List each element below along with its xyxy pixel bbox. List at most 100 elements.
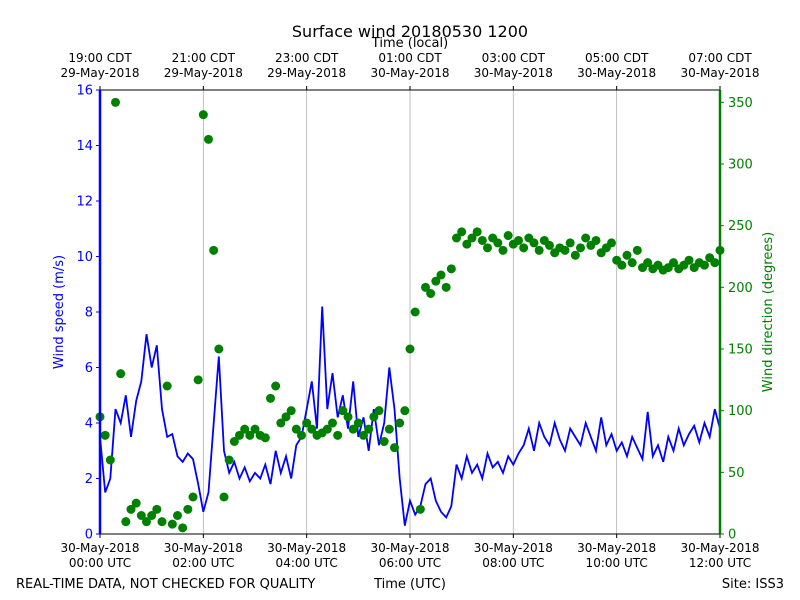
x-tick-label: 30-May-2018 10:00 UTC bbox=[577, 541, 657, 570]
wind-direction-point bbox=[581, 233, 591, 243]
x-tick-label: 30-May-2018 04:00 UTC bbox=[267, 541, 347, 570]
wind-direction-point bbox=[100, 430, 110, 440]
wind-direction-point bbox=[121, 517, 131, 527]
wind-direction-point bbox=[297, 430, 306, 440]
x2-tick-label: 21:00 CDT 29-May-2018 bbox=[163, 51, 243, 80]
wind-direction-point bbox=[560, 245, 570, 255]
wind-direction-point bbox=[415, 504, 425, 514]
wind-direction-point bbox=[359, 430, 368, 440]
wind-direction-point bbox=[348, 424, 358, 434]
wind-direction-point bbox=[245, 430, 255, 440]
wind-direction-point bbox=[483, 243, 492, 253]
y-tick-label: 8 bbox=[85, 306, 93, 321]
wind-direction-point bbox=[338, 406, 348, 416]
wind-direction-point bbox=[224, 455, 234, 465]
y-tick-label: 4 bbox=[85, 417, 93, 432]
x-tick-label: 30-May-2018 12:00 UTC bbox=[680, 541, 760, 570]
wind-direction-point bbox=[152, 504, 162, 514]
wind-direction-point bbox=[328, 418, 337, 428]
y-tick-label: 16 bbox=[76, 84, 93, 99]
wind-direction-point bbox=[162, 381, 172, 391]
wind-direction-point bbox=[126, 504, 136, 514]
wind-direction-point bbox=[369, 412, 379, 422]
wind-direction-point bbox=[436, 270, 446, 280]
wind-direction-point bbox=[405, 344, 415, 354]
wind-direction-point bbox=[607, 238, 616, 248]
wind-direction-point bbox=[173, 511, 182, 520]
wind-direction-point bbox=[204, 134, 213, 144]
x2-tick-label: 07:00 CDT 30-May-2018 bbox=[680, 51, 760, 80]
wind-direction-point bbox=[322, 424, 332, 434]
wind-direction-point bbox=[700, 260, 709, 270]
y2-tick-label: 150 bbox=[728, 343, 753, 358]
wind-direction-point bbox=[147, 511, 157, 520]
x2-tick-label: 23:00 CDT 29-May-2018 bbox=[267, 51, 347, 80]
wind-direction-point bbox=[710, 258, 720, 268]
wind-direction-point bbox=[219, 492, 229, 502]
site-note: Site: ISS3 bbox=[722, 577, 784, 592]
wind-direction-point bbox=[514, 235, 523, 245]
y2-tick-label: 350 bbox=[728, 96, 753, 111]
y-tick-label: 12 bbox=[76, 195, 93, 210]
wind-direction-point bbox=[426, 289, 436, 298]
wind-direction-point bbox=[545, 240, 554, 250]
wind-direction-point bbox=[374, 406, 384, 416]
wind-direction-point bbox=[214, 344, 224, 354]
wind-direction-point bbox=[353, 418, 363, 428]
y-tick-label: 6 bbox=[85, 361, 93, 376]
wind-direction-point bbox=[384, 424, 394, 434]
y2-tick-label: 50 bbox=[728, 466, 745, 481]
x2-tick-label: 01:00 CDT 30-May-2018 bbox=[370, 51, 450, 80]
wind-direction-point bbox=[131, 498, 141, 508]
wind-direction-point bbox=[493, 238, 503, 248]
wind-direction-point bbox=[291, 424, 301, 434]
y-tick-label: 14 bbox=[76, 139, 93, 154]
wind-direction-point bbox=[669, 258, 678, 268]
wind-direction-point bbox=[498, 245, 508, 255]
x-tick-label: 30-May-2018 08:00 UTC bbox=[473, 541, 553, 570]
wind-direction-point bbox=[167, 519, 177, 529]
wind-direction-point bbox=[198, 110, 208, 120]
wind-direction-point bbox=[519, 243, 529, 253]
wind-direction-point bbox=[116, 369, 126, 379]
wind-direction-point bbox=[286, 406, 296, 416]
wind-direction-point bbox=[157, 517, 167, 527]
wind-direction-point bbox=[529, 238, 539, 248]
wind-direction-point bbox=[240, 424, 250, 434]
wind-direction-point bbox=[472, 227, 482, 237]
wind-direction-point bbox=[503, 231, 513, 241]
wind-direction-point bbox=[136, 511, 146, 520]
wind-direction-point bbox=[395, 418, 405, 428]
y2-tick-label: 300 bbox=[728, 158, 753, 173]
wind-direction-point bbox=[431, 276, 441, 286]
wind-direction-point bbox=[477, 235, 487, 245]
wind-speed-line bbox=[99, 306, 721, 526]
wind-direction-point bbox=[400, 406, 410, 416]
wind-direction-point bbox=[452, 233, 461, 243]
wind-direction-point bbox=[410, 307, 420, 317]
wind-direction-point bbox=[188, 492, 198, 502]
y2-tick-label: 100 bbox=[728, 404, 753, 419]
wind-direction-point bbox=[390, 443, 399, 453]
wind-direction-point bbox=[105, 455, 115, 465]
wind-direction-point bbox=[333, 430, 343, 440]
y2-tick-label: 0 bbox=[728, 528, 736, 543]
wind-direction-point bbox=[576, 243, 585, 253]
wind-direction-point bbox=[266, 393, 275, 403]
x-tick-label: 30-May-2018 06:00 UTC bbox=[370, 541, 450, 570]
x-tick-label: 30-May-2018 02:00 UTC bbox=[163, 541, 243, 570]
wind-direction-point bbox=[111, 97, 120, 107]
wind-direction-point bbox=[235, 430, 244, 440]
wind-direction-point bbox=[178, 523, 188, 533]
x-axis-label: Time (UTC) bbox=[373, 577, 446, 592]
wind-direction-point bbox=[421, 282, 430, 292]
wind-direction-point bbox=[260, 433, 270, 443]
y-tick-label: 0 bbox=[85, 528, 93, 543]
wind-direction-point bbox=[570, 250, 580, 260]
x2-tick-label: 03:00 CDT 30-May-2018 bbox=[473, 51, 553, 80]
wind-direction-point bbox=[632, 245, 642, 255]
y2-tick-label: 250 bbox=[728, 219, 753, 234]
wind-direction-point bbox=[271, 381, 281, 391]
x2-tick-label: 05:00 CDT 30-May-2018 bbox=[577, 51, 657, 80]
wind-direction-point bbox=[307, 424, 317, 434]
